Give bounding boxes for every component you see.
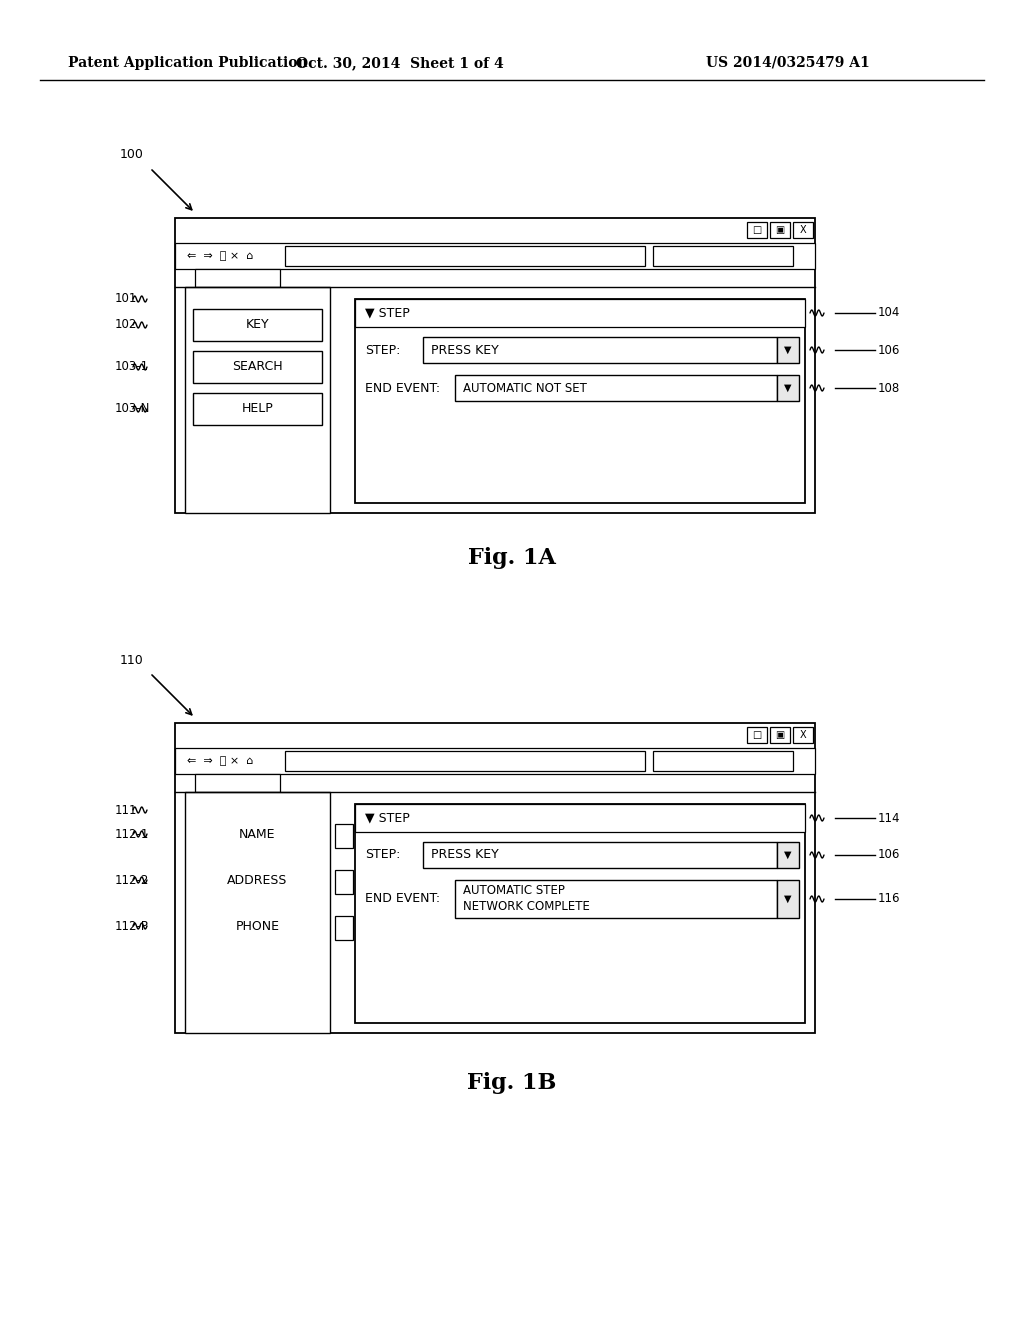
Text: SEARCH: SEARCH (232, 360, 283, 374)
Text: Oct. 30, 2014  Sheet 1 of 4: Oct. 30, 2014 Sheet 1 of 4 (296, 55, 504, 70)
Bar (777, 842, 799, 869)
Text: ▼ STEP: ▼ STEP (365, 306, 410, 319)
Bar (793, 222, 813, 238)
Bar (777, 337, 799, 363)
Text: X: X (800, 730, 806, 741)
Text: PRESS KEY: PRESS KEY (431, 849, 499, 862)
Text: 114: 114 (878, 812, 900, 825)
Text: ▼ STEP: ▼ STEP (365, 812, 410, 825)
Text: 100: 100 (120, 149, 144, 161)
Text: NAME: NAME (240, 828, 275, 841)
Text: 112-2: 112-2 (115, 874, 150, 887)
Text: 103-N: 103-N (115, 403, 151, 416)
Bar (175, 218, 815, 513)
Text: X: X (800, 224, 806, 235)
Bar (355, 804, 805, 1023)
Text: ADDRESS: ADDRESS (227, 874, 288, 887)
Text: STEP:: STEP: (365, 343, 400, 356)
Text: PRESS KEY: PRESS KEY (431, 343, 499, 356)
Text: ▼: ▼ (784, 383, 792, 393)
Text: ▼: ▼ (784, 345, 792, 355)
Text: PHONE: PHONE (236, 920, 280, 932)
Text: 101: 101 (115, 293, 137, 305)
Bar (746, 727, 767, 743)
Bar (193, 309, 322, 341)
Bar (423, 337, 777, 363)
Text: US 2014/0325479 A1: US 2014/0325479 A1 (707, 55, 870, 70)
Bar (423, 842, 777, 869)
Text: NETWORK COMPLETE: NETWORK COMPLETE (463, 900, 590, 913)
Bar (175, 243, 815, 269)
Bar (653, 246, 793, 267)
Bar (770, 222, 790, 238)
Text: 108: 108 (878, 381, 900, 395)
Bar (175, 723, 815, 1034)
Text: ▣: ▣ (775, 730, 784, 741)
Bar (777, 880, 799, 917)
Bar (285, 246, 645, 267)
Bar (195, 269, 280, 286)
Text: 112-1: 112-1 (115, 828, 150, 841)
Text: □: □ (753, 730, 762, 741)
Text: 103-1: 103-1 (115, 360, 150, 374)
Text: AUTOMATIC STEP: AUTOMATIC STEP (463, 884, 565, 898)
Text: ⇐  ⇒  ⎙ ×  ⌂: ⇐ ⇒ ⎙ × ⌂ (187, 756, 253, 766)
Bar (185, 792, 330, 1034)
Bar (355, 300, 805, 327)
Bar (285, 751, 645, 771)
Bar (777, 375, 799, 401)
Bar (653, 751, 793, 771)
Bar (770, 727, 790, 743)
Text: □: □ (753, 224, 762, 235)
Text: ▼: ▼ (784, 850, 792, 861)
Text: HELP: HELP (242, 403, 273, 416)
Text: 106: 106 (878, 343, 900, 356)
Text: 112-P: 112-P (115, 920, 148, 932)
Text: AUTOMATIC NOT SET: AUTOMATIC NOT SET (463, 381, 587, 395)
Text: ⇐  ⇒  ⎙ ×  ⌂: ⇐ ⇒ ⎙ × ⌂ (187, 251, 253, 261)
Text: END EVENT:: END EVENT: (365, 381, 440, 395)
Bar (793, 727, 813, 743)
Text: 104: 104 (878, 306, 900, 319)
Bar (335, 824, 353, 847)
Text: ▣: ▣ (775, 224, 784, 235)
Bar (355, 300, 805, 503)
Text: Patent Application Publication: Patent Application Publication (68, 55, 307, 70)
Text: Fig. 1B: Fig. 1B (467, 1072, 557, 1094)
Text: END EVENT:: END EVENT: (365, 892, 440, 906)
Text: 111: 111 (115, 804, 137, 817)
Bar (193, 393, 322, 425)
Bar (195, 774, 280, 792)
Text: STEP:: STEP: (365, 849, 400, 862)
Bar (193, 351, 322, 383)
Bar (455, 375, 777, 401)
Text: 106: 106 (878, 849, 900, 862)
Text: KEY: KEY (246, 318, 269, 331)
Bar (355, 804, 805, 832)
Text: 116: 116 (878, 892, 900, 906)
Bar (335, 916, 353, 940)
Text: 102: 102 (115, 318, 137, 331)
Text: Fig. 1A: Fig. 1A (468, 546, 556, 569)
Bar (335, 870, 353, 894)
Text: 110: 110 (120, 653, 143, 667)
Bar (455, 880, 777, 917)
Bar (185, 286, 330, 513)
Bar (746, 222, 767, 238)
Bar (175, 748, 815, 774)
Text: ▼: ▼ (784, 894, 792, 904)
